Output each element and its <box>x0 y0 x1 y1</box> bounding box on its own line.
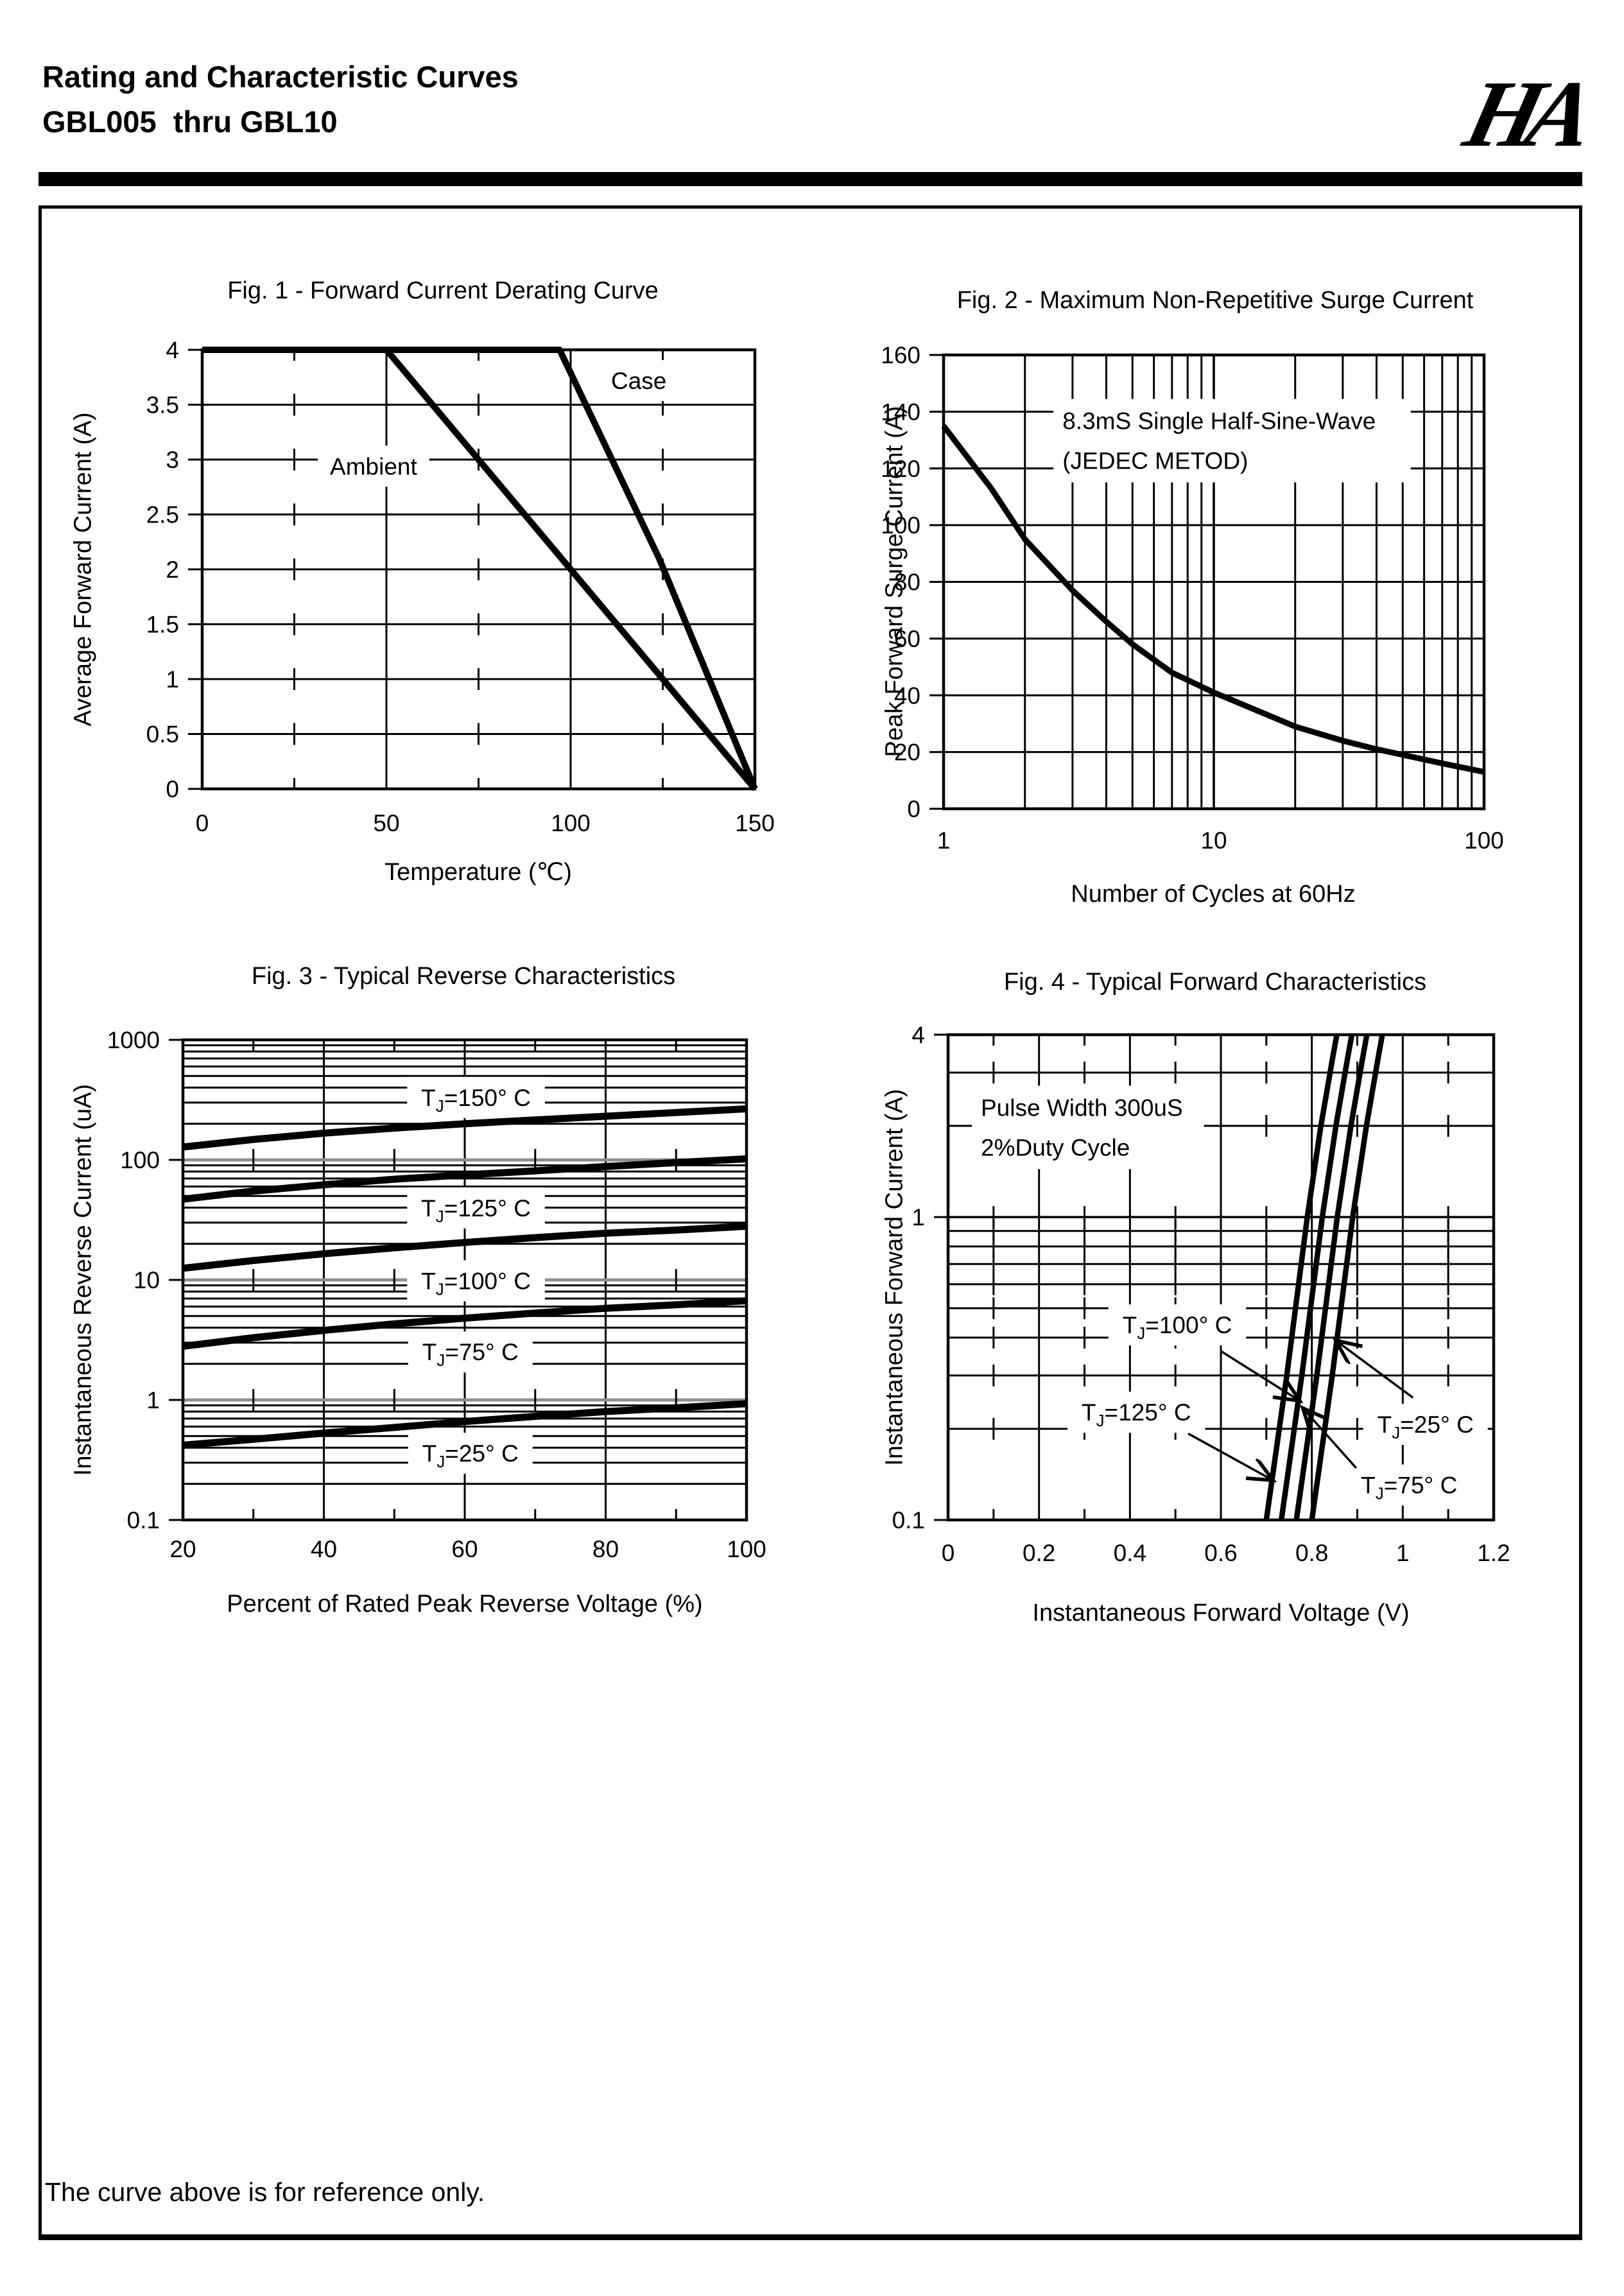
svg-text:20: 20 <box>169 1536 196 1562</box>
svg-text:60: 60 <box>894 626 920 652</box>
svg-text:TJ=100° C: TJ=100° C <box>1123 1312 1232 1343</box>
svg-text:1: 1 <box>937 827 951 854</box>
svg-text:160: 160 <box>881 342 920 368</box>
svg-text:0: 0 <box>942 1540 955 1566</box>
reference-note: The curve above is for reference only. <box>45 2177 485 2207</box>
svg-text:Pulse Width 300uS: Pulse Width 300uS <box>981 1094 1183 1121</box>
svg-text:0.8: 0.8 <box>1295 1540 1328 1566</box>
svg-text:1: 1 <box>166 666 179 693</box>
svg-text:140: 140 <box>881 399 920 425</box>
svg-text:120: 120 <box>881 456 920 482</box>
svg-text:TJ=75° C: TJ=75° C <box>422 1339 519 1370</box>
fig3-reverse-characteristics-chart: 1000 100 10 1 0.1 20 40 60 80 100 TJ=150° C TJ=125°… <box>107 1027 766 1562</box>
svg-text:0.4: 0.4 <box>1114 1540 1146 1566</box>
content-frame <box>39 205 1582 2240</box>
fig1-x-axis-label: Temperature (℃) <box>384 859 572 886</box>
fig3-title: Fig. 3 - Typical Reverse Characteristics <box>251 963 676 990</box>
svg-text:(JEDEC METOD): (JEDEC METOD) <box>1062 448 1248 474</box>
fig3-x-axis-label: Percent of Rated Peak Reverse Voltage (%… <box>227 1591 703 1618</box>
fig2-surge-current-chart: 160 140 120 100 80 60 40 20 01 10 100 8.3mS Single … <box>881 342 1504 854</box>
part-number-range: GBL005 thru GBL10 <box>42 105 338 139</box>
svg-text:1: 1 <box>1396 1540 1410 1566</box>
svg-text:1: 1 <box>146 1387 160 1413</box>
svg-text:40: 40 <box>894 682 920 709</box>
svg-text:2%Duty Cycle: 2%Duty Cycle <box>981 1134 1130 1161</box>
svg-text:20: 20 <box>894 739 920 766</box>
fig2-title: Fig. 2 - Maximum Non-Repetitive Surge Cu… <box>956 287 1474 314</box>
svg-text:Case: Case <box>611 368 666 394</box>
svg-text:100: 100 <box>727 1536 766 1562</box>
svg-text:0.5: 0.5 <box>146 721 179 748</box>
fig1-forward-current-derating-chart: 4 3.5 3 2.5 2 1.5 1 0.5 00 50 100 150 Ambient Case <box>146 337 775 836</box>
svg-text:10: 10 <box>134 1267 160 1293</box>
svg-text:100: 100 <box>881 512 920 539</box>
svg-text:60: 60 <box>451 1536 478 1562</box>
svg-text:1: 1 <box>911 1204 925 1230</box>
svg-text:100: 100 <box>551 810 591 836</box>
svg-text:TJ=150° C: TJ=150° C <box>421 1085 531 1116</box>
svg-text:3: 3 <box>166 447 179 473</box>
svg-text:TJ=75° C: TJ=75° C <box>1361 1472 1457 1503</box>
header-rule <box>39 172 1582 186</box>
svg-text:1.5: 1.5 <box>146 612 179 638</box>
svg-text:TJ=125° C: TJ=125° C <box>421 1195 531 1226</box>
fig4-title: Fig. 4 - Typical Forward Characteristics <box>1003 969 1427 996</box>
svg-text:4: 4 <box>166 337 179 363</box>
svg-text:2.5: 2.5 <box>146 502 179 528</box>
fig2-x-axis-label: Number of Cycles at 60Hz <box>1071 881 1356 908</box>
svg-text:10: 10 <box>1200 827 1227 854</box>
svg-text:150: 150 <box>735 810 775 836</box>
svg-text:0.2: 0.2 <box>1023 1540 1055 1566</box>
svg-text:TJ=125° C: TJ=125° C <box>1082 1399 1191 1430</box>
svg-text:40: 40 <box>311 1536 337 1562</box>
svg-text:0.1: 0.1 <box>892 1507 925 1533</box>
svg-text:80: 80 <box>894 569 920 596</box>
svg-text:0: 0 <box>196 810 209 836</box>
svg-text:Ambient: Ambient <box>330 453 417 479</box>
svg-text:0.1: 0.1 <box>127 1507 160 1533</box>
svg-text:50: 50 <box>373 810 399 836</box>
svg-text:80: 80 <box>592 1536 619 1562</box>
brand-logo: HA <box>1455 62 1593 167</box>
svg-text:4: 4 <box>911 1022 925 1048</box>
page-title: Rating and Characteristic Curves <box>42 60 519 94</box>
svg-text:TJ=25° C: TJ=25° C <box>422 1440 519 1471</box>
svg-text:100: 100 <box>1464 827 1504 854</box>
svg-text:TJ=25° C: TJ=25° C <box>1378 1411 1474 1442</box>
svg-text:TJ=100° C: TJ=100° C <box>421 1268 531 1299</box>
svg-text:0.6: 0.6 <box>1204 1540 1237 1566</box>
svg-text:8.3mS Single Half-Sine-Wave: 8.3mS Single Half-Sine-Wave <box>1062 408 1376 435</box>
svg-text:0: 0 <box>907 796 920 822</box>
fig1-title: Fig. 1 - Forward Current Derating Curve <box>227 277 659 304</box>
svg-text:1000: 1000 <box>107 1027 160 1053</box>
svg-text:2: 2 <box>166 557 179 583</box>
fig4-x-axis-label: Instantaneous Forward Voltage (V) <box>1032 1600 1410 1627</box>
svg-text:100: 100 <box>120 1147 160 1173</box>
svg-text:0: 0 <box>166 776 179 802</box>
svg-text:1.2: 1.2 <box>1477 1540 1510 1566</box>
fig4-forward-characteristics-chart: 4 1 0.1 0 0.2 0.4 0.6 0.8 1 1.2 Pulse Width 300uS 2… <box>892 1022 1510 1566</box>
svg-text:3.5: 3.5 <box>146 392 179 419</box>
